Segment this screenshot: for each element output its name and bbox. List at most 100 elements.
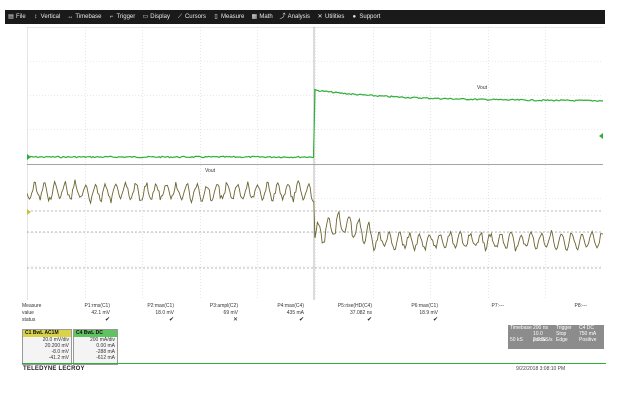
status-divider (22, 363, 606, 364)
channel-c4-box[interactable]: C4 BwL DC 200 mA/div 0.00 mA -288 mA -61… (73, 329, 118, 365)
vertical-icon: ↕ (34, 14, 38, 20)
menu-support[interactable]: ● Support (351, 14, 381, 20)
measure-status (444, 317, 504, 324)
menu-label: Math (259, 14, 273, 20)
menu-display[interactable]: ▭ Display (142, 14, 170, 20)
channel-c1-val4: -41.2 mV (48, 355, 69, 361)
c1-ground-marker (27, 209, 31, 215)
channel-c1-scale: 20.0 mV/div (42, 337, 69, 343)
measure-column[interactable]: P4:max(C4) 435 mA ✔ (244, 303, 304, 324)
c4-ground-marker (27, 154, 31, 160)
measure-value: 435 mA (286, 310, 304, 316)
measure-column[interactable]: P2:max(C1) 18.0 mV ✔ (114, 303, 174, 324)
channel-c4-offset: 0.00 mA (96, 343, 115, 349)
timebase-cell: Timebase (510, 325, 532, 331)
timebase-cell: Edge (556, 337, 568, 343)
upper-trace (27, 88, 603, 159)
timebase-cell: 10.0 ps/div (533, 331, 547, 343)
measure-name: P8:--- (574, 303, 588, 309)
menu-cursors[interactable]: ⟋ Cursors (177, 14, 206, 20)
measure-status (527, 317, 587, 324)
menu-vertical[interactable]: ↕ Vertical (33, 14, 61, 20)
measure-icon: ▯ (214, 14, 218, 20)
utilities-icon: ✕ (317, 14, 323, 20)
channel-c1-header: C1 BwL AC1M (23, 330, 71, 337)
menu-label: Timebase (75, 14, 102, 20)
menu-file[interactable]: ▤ File (8, 14, 26, 20)
measure-column[interactable]: P6:max(C1) 18.9 mV ✔ (378, 303, 438, 324)
menu-utilities[interactable]: ✕ Utilities (317, 14, 345, 20)
menu-label: Analysis (287, 14, 311, 20)
menu-label: Cursors (184, 14, 206, 20)
menu-analysis[interactable]: ⤴ Analysis (280, 14, 310, 20)
support-icon: ● (352, 14, 357, 20)
channel-c4-scale: 200 mA/div (89, 337, 115, 343)
lower-trace (27, 179, 603, 253)
measure-status: ✕ (232, 317, 238, 323)
measurement-table: Measure value status P1:rms(C1) 42.1 mV ✔ P… (22, 303, 605, 329)
lower-trace-label: Vout (205, 168, 216, 174)
timebase-cell: Stop (556, 331, 567, 337)
timebase-row: Timebase 200 ns Trigger C4 DC (508, 325, 604, 331)
timebase-trigger-panel[interactable]: Timebase 200 ns Trigger C4 DC 10.0 ps/div Sto… (508, 325, 604, 349)
timebase-icon: ↔ (67, 14, 74, 20)
channel-c4-val4: -612 mA (96, 355, 115, 361)
channel-c1-val3: -8.0 mV (51, 349, 69, 355)
menu-bar: ▤ File ↕ Vertical ↔ Timebase ⌐ Trigger ▭ Display ⟋… (5, 10, 605, 24)
menu-label: Measure (220, 14, 245, 20)
measure-status-label: status (22, 317, 36, 323)
measure-value: 37.082 ns (350, 310, 372, 316)
measure-column[interactable]: P1:rms(C1) 42.1 mV ✔ (50, 303, 110, 324)
measure-name: P7:--- (491, 303, 505, 309)
menu-label: Support (359, 14, 381, 20)
brand-logo: TELEDYNE LECROY (23, 366, 85, 372)
menu-timebase[interactable]: ↔ Timebase (67, 14, 101, 20)
channel-c4-val3: -288 mA (96, 349, 115, 355)
cursors-icon: ⟋ (177, 14, 183, 20)
measure-value (444, 310, 504, 317)
measure-value (527, 310, 587, 317)
timebase-cell: 2.5 GS/s (533, 337, 553, 343)
menu-label: Vertical (40, 14, 61, 20)
measure-value: 42.1 mV (91, 310, 110, 316)
file-icon: ▤ (8, 14, 14, 20)
waveform-svg: Vout Vout (27, 27, 603, 300)
measure-name: P3:ampl(C2) (209, 303, 238, 309)
measure-value: 18.0 mV (155, 310, 174, 316)
menu-trigger[interactable]: ⌐ Trigger (108, 14, 136, 20)
timebase-cell: Trigger (556, 325, 572, 331)
waveform-display[interactable]: Vout Vout (27, 27, 603, 300)
timebase-row: 10.0 ps/div Stop 750 mA (508, 331, 604, 343)
measure-column[interactable]: P8:--- (527, 303, 588, 324)
trigger-icon: ⌐ (109, 14, 114, 20)
measure-name: P4:max(C4) (277, 303, 304, 309)
measure-column[interactable]: P7:--- (444, 303, 505, 324)
measure-name: P5:rise(HD(C4) (337, 303, 372, 309)
measure-column[interactable]: P3:ampl(C2) 69 mV ✕ (178, 303, 238, 324)
timebase-cell: 200 ns (533, 325, 549, 331)
measure-status: ✔ (104, 317, 110, 323)
menu-measure[interactable]: ▯ Measure (213, 14, 244, 20)
timebase-cell: 750 mA (579, 331, 597, 337)
measure-status: ✔ (432, 317, 438, 323)
measure-column[interactable]: P5:rise(HD(C4) 37.082 ns ✔ (312, 303, 372, 324)
math-icon: ▦ (251, 14, 258, 20)
measure-name: P2:max(C1) (147, 303, 174, 309)
channel-c1-box[interactable]: C1 BwL AC1M 20.0 mV/div 20.200 mV -8.0 m… (22, 329, 72, 365)
menu-math[interactable]: ▦ Math (251, 14, 272, 20)
upper-trace-label: Vout (477, 85, 488, 91)
menu-label: Display (150, 14, 170, 20)
menu-label: Utilities (325, 14, 345, 20)
timestamp: 9/22/2018 3:08:10 PM (516, 366, 566, 372)
measure-value: 18.9 mV (419, 310, 438, 316)
menu-label: File (16, 14, 26, 20)
analysis-icon: ⤴ (279, 14, 286, 20)
channel-c1-offset: 20.200 mV (44, 343, 69, 349)
measure-value-label: value (22, 310, 34, 316)
timebase-cell: C4 DC (579, 325, 595, 331)
measure-status: ✔ (366, 317, 372, 323)
measure-status: ✔ (298, 317, 304, 323)
timebase-cell: 50 kS (510, 337, 523, 343)
display-icon: ▭ (142, 14, 149, 20)
measure-status: ✔ (168, 317, 174, 323)
